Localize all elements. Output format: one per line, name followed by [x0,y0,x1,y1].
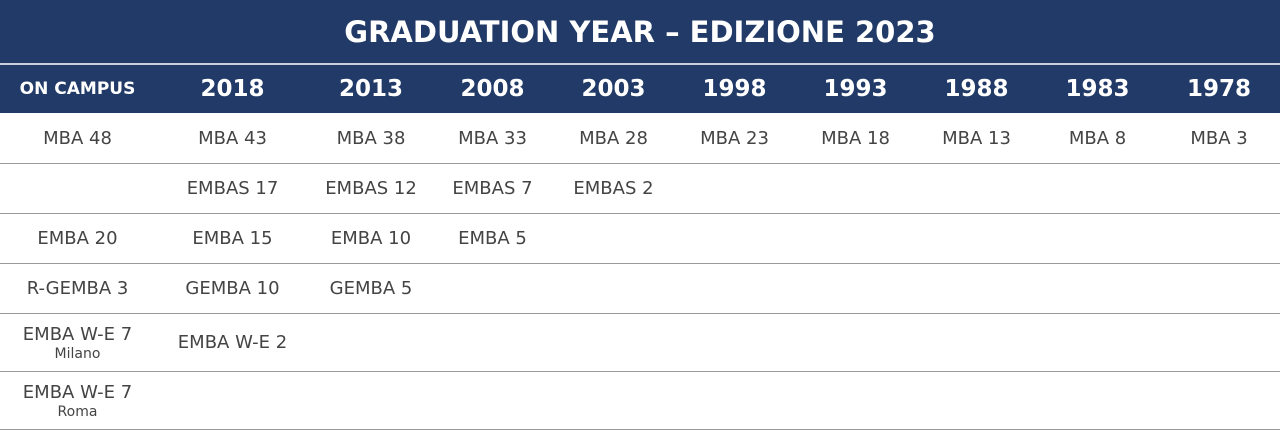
table-cell [1037,264,1158,314]
cell-label: EMBA W-E 7 [22,323,133,345]
table-cell [916,164,1037,214]
table-cell [674,264,795,314]
table-cell [795,372,916,430]
table-cell: EMBA 20 [0,214,155,264]
table-cell [1037,214,1158,264]
table: ON CAMPUS 2018 2013 2008 2003 1998 1993 1988 198… [0,65,1280,430]
column-header: 2003 [553,65,674,113]
table-cell: MBA 8 [1037,113,1158,164]
column-header: 1983 [1037,65,1158,113]
table-cell [916,264,1037,314]
table-cell [310,314,432,372]
table-cell: EMBAS 17 [155,164,310,214]
table-cell [1037,314,1158,372]
table-cell [1037,164,1158,214]
table-cell [310,372,432,430]
table-cell [432,264,553,314]
column-header: 1988 [916,65,1037,113]
table-cell: EMBA 10 [310,214,432,264]
table-cell [553,372,674,430]
table-cell [674,372,795,430]
table-cell: GEMBA 5 [310,264,432,314]
table-cell [432,314,553,372]
table-cell [553,264,674,314]
cell-sublabel: Milano [54,345,101,362]
table-cell: MBA 48 [0,113,155,164]
table-cell [553,314,674,372]
table-cell [1158,264,1280,314]
table-cell [795,264,916,314]
table-cell: EMBAS 2 [553,164,674,214]
column-header: 2013 [310,65,432,113]
table-cell [0,164,155,214]
table-cell: MBA 28 [553,113,674,164]
table-cell: MBA 43 [155,113,310,164]
table-cell [1158,164,1280,214]
table-cell: MBA 3 [1158,113,1280,164]
table-cell [432,372,553,430]
table-cell [674,164,795,214]
table-cell: MBA 18 [795,113,916,164]
table-cell [155,372,310,430]
table-cell: EMBA W-E 7 Milano [0,314,155,372]
cell-label: EMBA W-E 7 [22,381,133,403]
table-cell: R-GEMBA 3 [0,264,155,314]
column-header: 1993 [795,65,916,113]
table-cell [1037,372,1158,430]
cell-sublabel: Roma [57,403,98,420]
table-cell: MBA 33 [432,113,553,164]
title-bar: GRADUATION YEAR – EDIZIONE 2023 [0,0,1280,65]
table-cell: MBA 38 [310,113,432,164]
column-header: 2008 [432,65,553,113]
table-cell: EMBAS 12 [310,164,432,214]
table-cell [795,214,916,264]
table-cell: MBA 13 [916,113,1037,164]
table-cell: EMBA W-E 2 [155,314,310,372]
table-cell [553,214,674,264]
column-header: 1978 [1158,65,1280,113]
table-cell [1158,372,1280,430]
table-cell [1158,214,1280,264]
table-cell [795,164,916,214]
table-cell: MBA 23 [674,113,795,164]
table-cell [674,214,795,264]
table-cell [1158,314,1280,372]
table-cell: EMBA W-E 7 Roma [0,372,155,430]
table-cell: EMBAS 7 [432,164,553,214]
table-cell [795,314,916,372]
table-cell [916,214,1037,264]
table-cell [674,314,795,372]
table-cell [916,314,1037,372]
table-cell: GEMBA 10 [155,264,310,314]
table-cell: EMBA 15 [155,214,310,264]
column-header: 2018 [155,65,310,113]
table-cell [916,372,1037,430]
column-header: ON CAMPUS [0,65,155,113]
table-cell: EMBA 5 [432,214,553,264]
column-header: 1998 [674,65,795,113]
